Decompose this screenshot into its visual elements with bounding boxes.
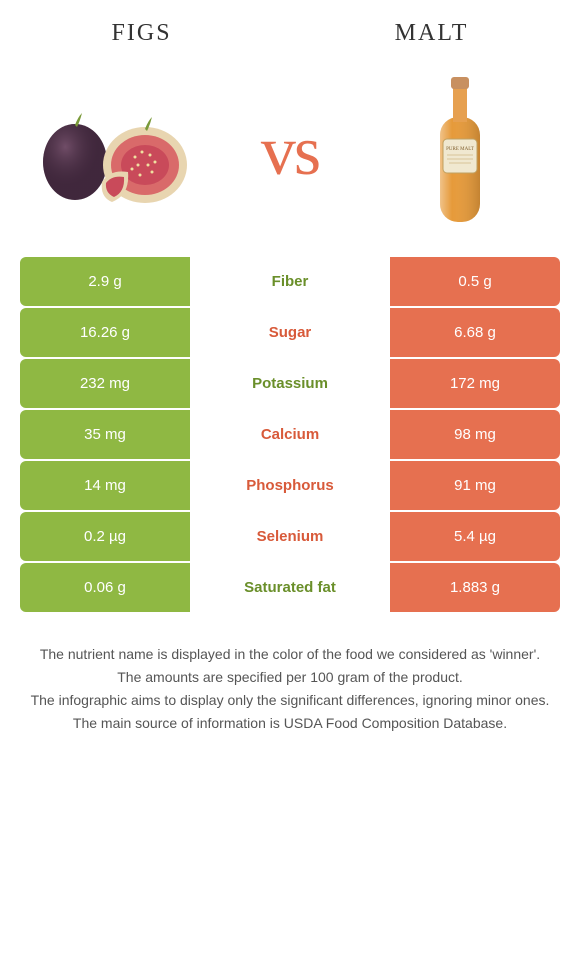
nutrient-row: 16.26 gSugar6.68 g — [20, 308, 560, 357]
footer-line: The main source of information is USDA F… — [20, 713, 560, 734]
value-left: 0.2 µg — [20, 512, 190, 561]
nutrient-name: Fiber — [190, 257, 390, 306]
figs-image — [30, 77, 210, 227]
svg-text:PURE MALT: PURE MALT — [446, 147, 474, 152]
nutrient-name: Calcium — [190, 410, 390, 459]
nutrient-name: Sugar — [190, 308, 390, 357]
value-right: 1.883 g — [390, 563, 560, 612]
nutrient-row: 14 mgPhosphorus91 mg — [20, 461, 560, 510]
malt-bottle-image: PURE MALT — [370, 77, 550, 227]
value-left: 16.26 g — [20, 308, 190, 357]
nutrient-row: 0.06 gSaturated fat1.883 g — [20, 563, 560, 612]
header: FIGS MALT — [0, 0, 580, 57]
nutrient-name: Phosphorus — [190, 461, 390, 510]
value-left: 2.9 g — [20, 257, 190, 306]
vs-label: vs — [261, 112, 319, 192]
title-left: FIGS — [112, 20, 172, 47]
footer-line: The nutrient name is displayed in the co… — [20, 644, 560, 665]
value-right: 91 mg — [390, 461, 560, 510]
nutrient-name: Potassium — [190, 359, 390, 408]
nutrient-row: 35 mgCalcium98 mg — [20, 410, 560, 459]
value-left: 0.06 g — [20, 563, 190, 612]
title-right: MALT — [395, 20, 469, 47]
nutrient-name: Saturated fat — [190, 563, 390, 612]
value-right: 6.68 g — [390, 308, 560, 357]
footer-notes: The nutrient name is displayed in the co… — [0, 614, 580, 766]
footer-line: The amounts are specified per 100 gram o… — [20, 667, 560, 688]
nutrient-row: 2.9 gFiber0.5 g — [20, 257, 560, 306]
nutrient-row: 0.2 µgSelenium5.4 µg — [20, 512, 560, 561]
nutrient-name: Selenium — [190, 512, 390, 561]
value-left: 35 mg — [20, 410, 190, 459]
value-left: 14 mg — [20, 461, 190, 510]
value-right: 172 mg — [390, 359, 560, 408]
hero-row: vs PURE MALT — [0, 57, 580, 257]
nutrient-row: 232 mgPotassium172 mg — [20, 359, 560, 408]
nutrient-table: 2.9 gFiber0.5 g16.26 gSugar6.68 g232 mgP… — [0, 257, 580, 612]
value-right: 0.5 g — [390, 257, 560, 306]
footer-line: The infographic aims to display only the… — [20, 690, 560, 711]
value-right: 5.4 µg — [390, 512, 560, 561]
value-left: 232 mg — [20, 359, 190, 408]
value-right: 98 mg — [390, 410, 560, 459]
